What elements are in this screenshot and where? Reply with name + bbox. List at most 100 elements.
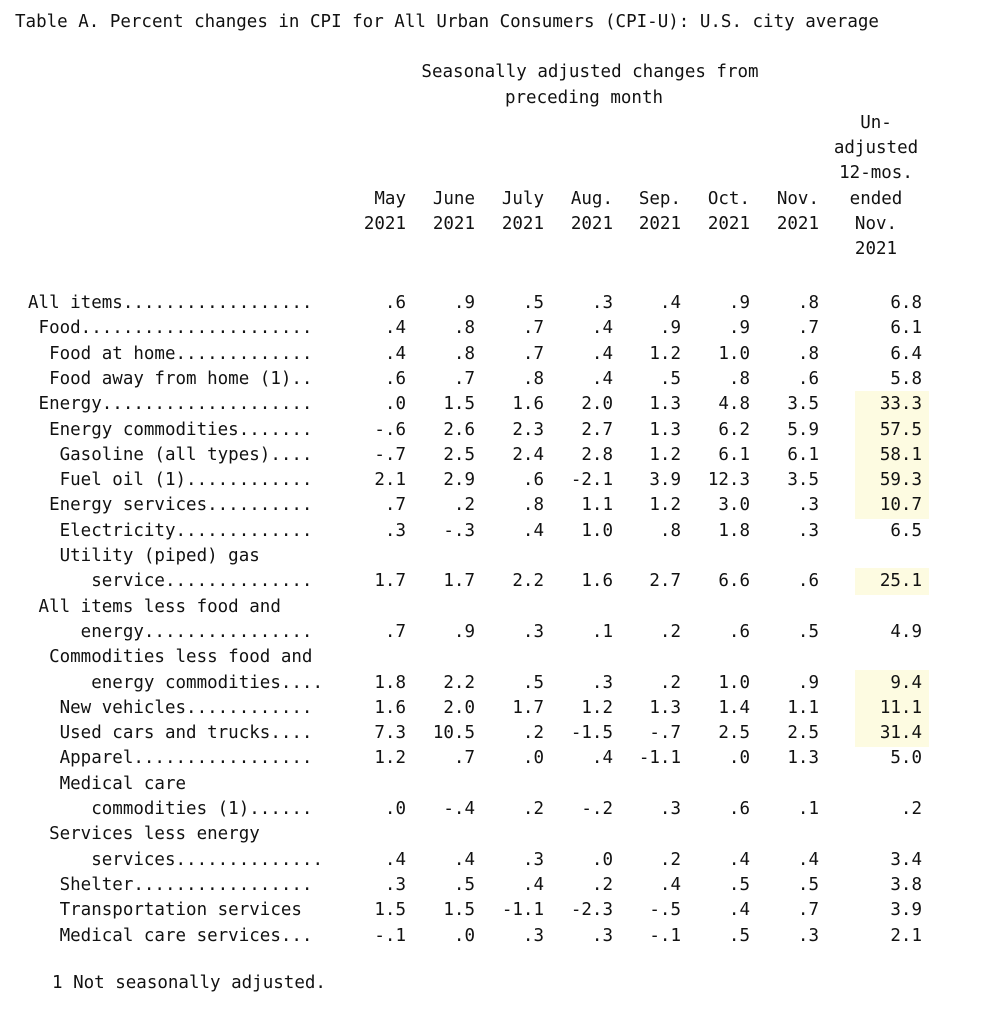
row-label: energy................ <box>28 621 313 642</box>
highlight-cell <box>855 467 929 495</box>
value-cell: .8 <box>522 368 544 389</box>
column-header-line1: Nov. <box>776 189 819 209</box>
value-cell: -.2 <box>581 799 613 819</box>
value-cell: .2 <box>659 621 681 642</box>
value-cell: .3 <box>384 520 406 541</box>
value-cell: .0 <box>384 394 406 415</box>
unadjusted-header-line: Nov. <box>854 213 898 234</box>
unadjusted-value-cell: 3.8 <box>890 874 922 895</box>
table-row: Fuel oil (1)............ 2.1 2.9 .6 -2.1 3.9 1… <box>0 467 998 495</box>
unadjusted-value-cell: 5.0 <box>890 748 922 769</box>
highlight-cell <box>855 720 929 748</box>
value-cell: -1.1 <box>501 900 544 921</box>
table-row: Energy.................... .0 1.5 1.6 2.0 1.3… <box>0 391 998 419</box>
table-row: services.............. .4 .4 .3 .0 .2 .4 .4 3.4 <box>0 848 998 873</box>
value-cell: .3 <box>522 925 544 946</box>
value-cell: .4 <box>728 900 750 921</box>
value-cell: 4.8 <box>718 394 750 415</box>
table-row: Medical care services... -.1 .0 .3 .3 -.1 .5 .3… <box>0 924 998 949</box>
value-cell: 1.0 <box>581 520 613 541</box>
column-header-line1: Aug. <box>570 189 613 209</box>
value-cell: .5 <box>522 672 544 693</box>
value-cell: .3 <box>591 293 613 313</box>
value-cell: .3 <box>384 874 406 895</box>
value-cell: 1.2 <box>649 444 681 465</box>
value-cell: .5 <box>453 874 475 895</box>
unadjusted-value-cell: 10.7 <box>879 495 922 516</box>
value-cell: .2 <box>659 672 681 693</box>
value-cell: .7 <box>797 900 819 921</box>
row-label: Electricity............. <box>28 520 313 541</box>
value-cell: .4 <box>384 318 406 339</box>
value-cell: 1.5 <box>443 394 475 415</box>
value-cell: 1.5 <box>374 900 406 921</box>
row-label: Gasoline (all types).... <box>28 444 313 465</box>
value-cell: -.4 <box>443 799 475 819</box>
unadjusted-value-cell: 2.1 <box>890 925 922 946</box>
value-cell: .4 <box>797 849 819 870</box>
row-label: Commodities less food and <box>28 647 313 668</box>
value-cell: 1.1 <box>787 697 819 718</box>
value-cell: 2.5 <box>443 444 475 465</box>
table-row: Transportation services 1.5 1.5 -1.1 -2.3 -.5… <box>0 898 998 923</box>
highlight-cell <box>855 416 929 444</box>
value-cell: 1.3 <box>649 419 681 440</box>
value-cell: 1.7 <box>443 571 475 592</box>
value-cell: .7 <box>453 368 475 389</box>
unadjusted-value-cell: 11.1 <box>879 697 922 718</box>
value-cell: .8 <box>797 293 819 313</box>
value-cell: 1.0 <box>718 672 750 693</box>
value-cell: .7 <box>384 621 406 642</box>
highlight-cell <box>855 694 929 722</box>
value-cell: 1.7 <box>512 697 544 718</box>
row-label: Apparel................. <box>28 748 313 769</box>
column-header-line2: 2021 <box>363 214 406 234</box>
value-cell: .6 <box>797 368 819 389</box>
value-cell: .7 <box>384 495 406 516</box>
value-cell: .5 <box>797 874 819 895</box>
highlight-cell <box>855 441 929 469</box>
value-cell: 2.7 <box>649 571 681 592</box>
value-cell: .1 <box>797 799 819 819</box>
row-label: service.............. <box>28 571 313 592</box>
table-row: Energy commodities....... -.6 2.6 2.3 2.7 1.3… <box>0 416 998 444</box>
seasonal-header-line2: preceding month <box>504 88 664 108</box>
unadjusted-header-line: Un- <box>860 113 892 133</box>
highlight-cell <box>855 568 929 596</box>
value-cell: .4 <box>728 849 750 870</box>
value-cell: -.7 <box>649 723 681 744</box>
table-row: Food away from home (1).. .6 .7 .8 .4 .5 .8 .6 5… <box>0 367 998 392</box>
value-cell: 2.9 <box>443 470 475 491</box>
row-label: services.............. <box>28 849 324 870</box>
unadjusted-header-line: adjusted <box>833 138 919 159</box>
value-cell: .4 <box>453 849 475 870</box>
value-cell: 2.5 <box>787 723 819 744</box>
value-cell: .5 <box>728 925 750 946</box>
table-row: service.............. 1.7 1.7 2.2 1.6 2.7 6.6.… <box>0 568 998 596</box>
row-label: All items.................. <box>28 293 313 313</box>
table-row: Food...................... .4 .8 .7 .4 .9 .9 .7… <box>0 316 998 341</box>
value-cell: .5 <box>728 874 750 895</box>
row-label: Fuel oil (1)............ <box>28 470 313 491</box>
value-cell: .2 <box>522 723 544 744</box>
value-cell: .1 <box>591 621 613 642</box>
value-cell: .0 <box>728 748 750 769</box>
row-label: Energy.................... <box>28 394 313 415</box>
column-header-line2: 2021 <box>776 214 819 234</box>
value-cell: 2.7 <box>581 419 613 440</box>
value-cell: 12.3 <box>707 470 750 491</box>
row-label: Used cars and trucks.... <box>28 723 313 744</box>
value-cell: -.5 <box>649 900 681 921</box>
value-cell: .2 <box>453 495 475 516</box>
row-label: Food...................... <box>28 318 313 339</box>
value-cell: 2.4 <box>512 444 544 465</box>
column-header-line1: May <box>374 189 406 209</box>
value-cell: 1.2 <box>374 748 406 769</box>
table-row: energy................ .7 .9 .3 .1 .2 .6 .5 4.9 <box>0 620 998 645</box>
value-cell: .4 <box>591 368 613 389</box>
value-cell: .8 <box>453 343 475 364</box>
value-cell: 1.5 <box>443 900 475 921</box>
value-cell: .3 <box>659 799 681 819</box>
row-label: All items less food and <box>28 596 281 617</box>
value-cell: .4 <box>522 520 544 541</box>
